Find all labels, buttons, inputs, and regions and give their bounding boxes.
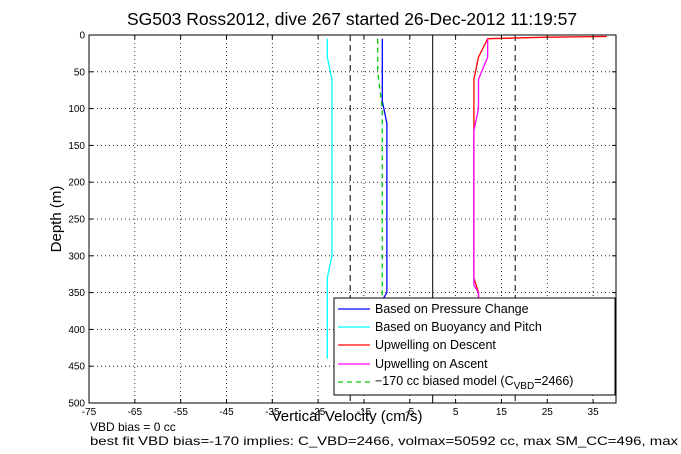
x-tick-label: -65 <box>128 407 143 418</box>
x-tick-labels: -75 -65 -55 -45 -35 -25 -15 -5 5 15 25 35 <box>82 407 599 418</box>
legend-label-model-prefix: −170 cc biased model (C <box>375 374 514 388</box>
x-tick-label: 15 <box>496 407 508 418</box>
legend-label-pressure: Based on Pressure Change <box>375 302 529 316</box>
footer-line-1: VBD bias = 0 cc <box>90 420 176 434</box>
legend-label-model: −170 cc biased model (CVBD=2466) <box>375 374 573 392</box>
y-tick-label: 350 <box>68 288 85 299</box>
x-tick-label: -25 <box>311 407 326 418</box>
legend-label-ascent: Upwelling on Ascent <box>375 357 488 371</box>
axes-frame <box>88 34 616 404</box>
x-axis-label: Vertical Velocity (cm/s) <box>272 408 423 425</box>
y-tick-labels: 0 50 100 150 200 250 300 350 400 450 500 <box>68 31 85 410</box>
y-tick-label: 450 <box>68 362 85 373</box>
x-tick-label: -55 <box>173 407 188 418</box>
y-axis-label: Depth (m) <box>48 186 65 253</box>
legend-label-model-suffix: =2466) <box>534 374 573 388</box>
y-tick-label: 400 <box>68 325 85 336</box>
x-tick-label: -5 <box>405 407 414 418</box>
legend-label-descent: Upwelling on Descent <box>375 338 496 352</box>
y-tick-label: 300 <box>68 251 85 262</box>
x-tick-label: -75 <box>82 407 97 418</box>
y-tick-label: 100 <box>68 104 85 115</box>
y-tick-label: 500 <box>68 399 85 410</box>
x-tick-label: -15 <box>357 407 372 418</box>
x-tick-label: -35 <box>265 407 280 418</box>
series-buoyancy-pitch <box>326 38 333 359</box>
legend: Based on Pressure Change Based on Buoyan… <box>333 297 616 396</box>
footer-line-2: best fit VBD bias=-170 implies: C_VBD=24… <box>90 434 678 448</box>
x-tick-label: 35 <box>588 407 600 418</box>
y-tick-label: 250 <box>68 215 85 226</box>
legend-box <box>333 297 616 396</box>
y-tick-label: 150 <box>68 141 85 152</box>
x-tick-label: 5 <box>453 407 459 418</box>
y-tick-label: 200 <box>68 178 85 189</box>
x-tick-label: 25 <box>542 407 554 418</box>
legend-label-buoyancy: Based on Buoyancy and Pitch <box>375 320 542 334</box>
series-upwelling-ascent <box>473 38 489 300</box>
y-tick-label: 50 <box>74 67 86 78</box>
chart-title: SG503 Ross2012, dive 267 started 26-Dec-… <box>127 9 577 29</box>
x-tick-label: -45 <box>219 407 234 418</box>
y-tick-label: 0 <box>79 31 85 42</box>
legend-label-model-sub: VBD <box>514 381 535 392</box>
